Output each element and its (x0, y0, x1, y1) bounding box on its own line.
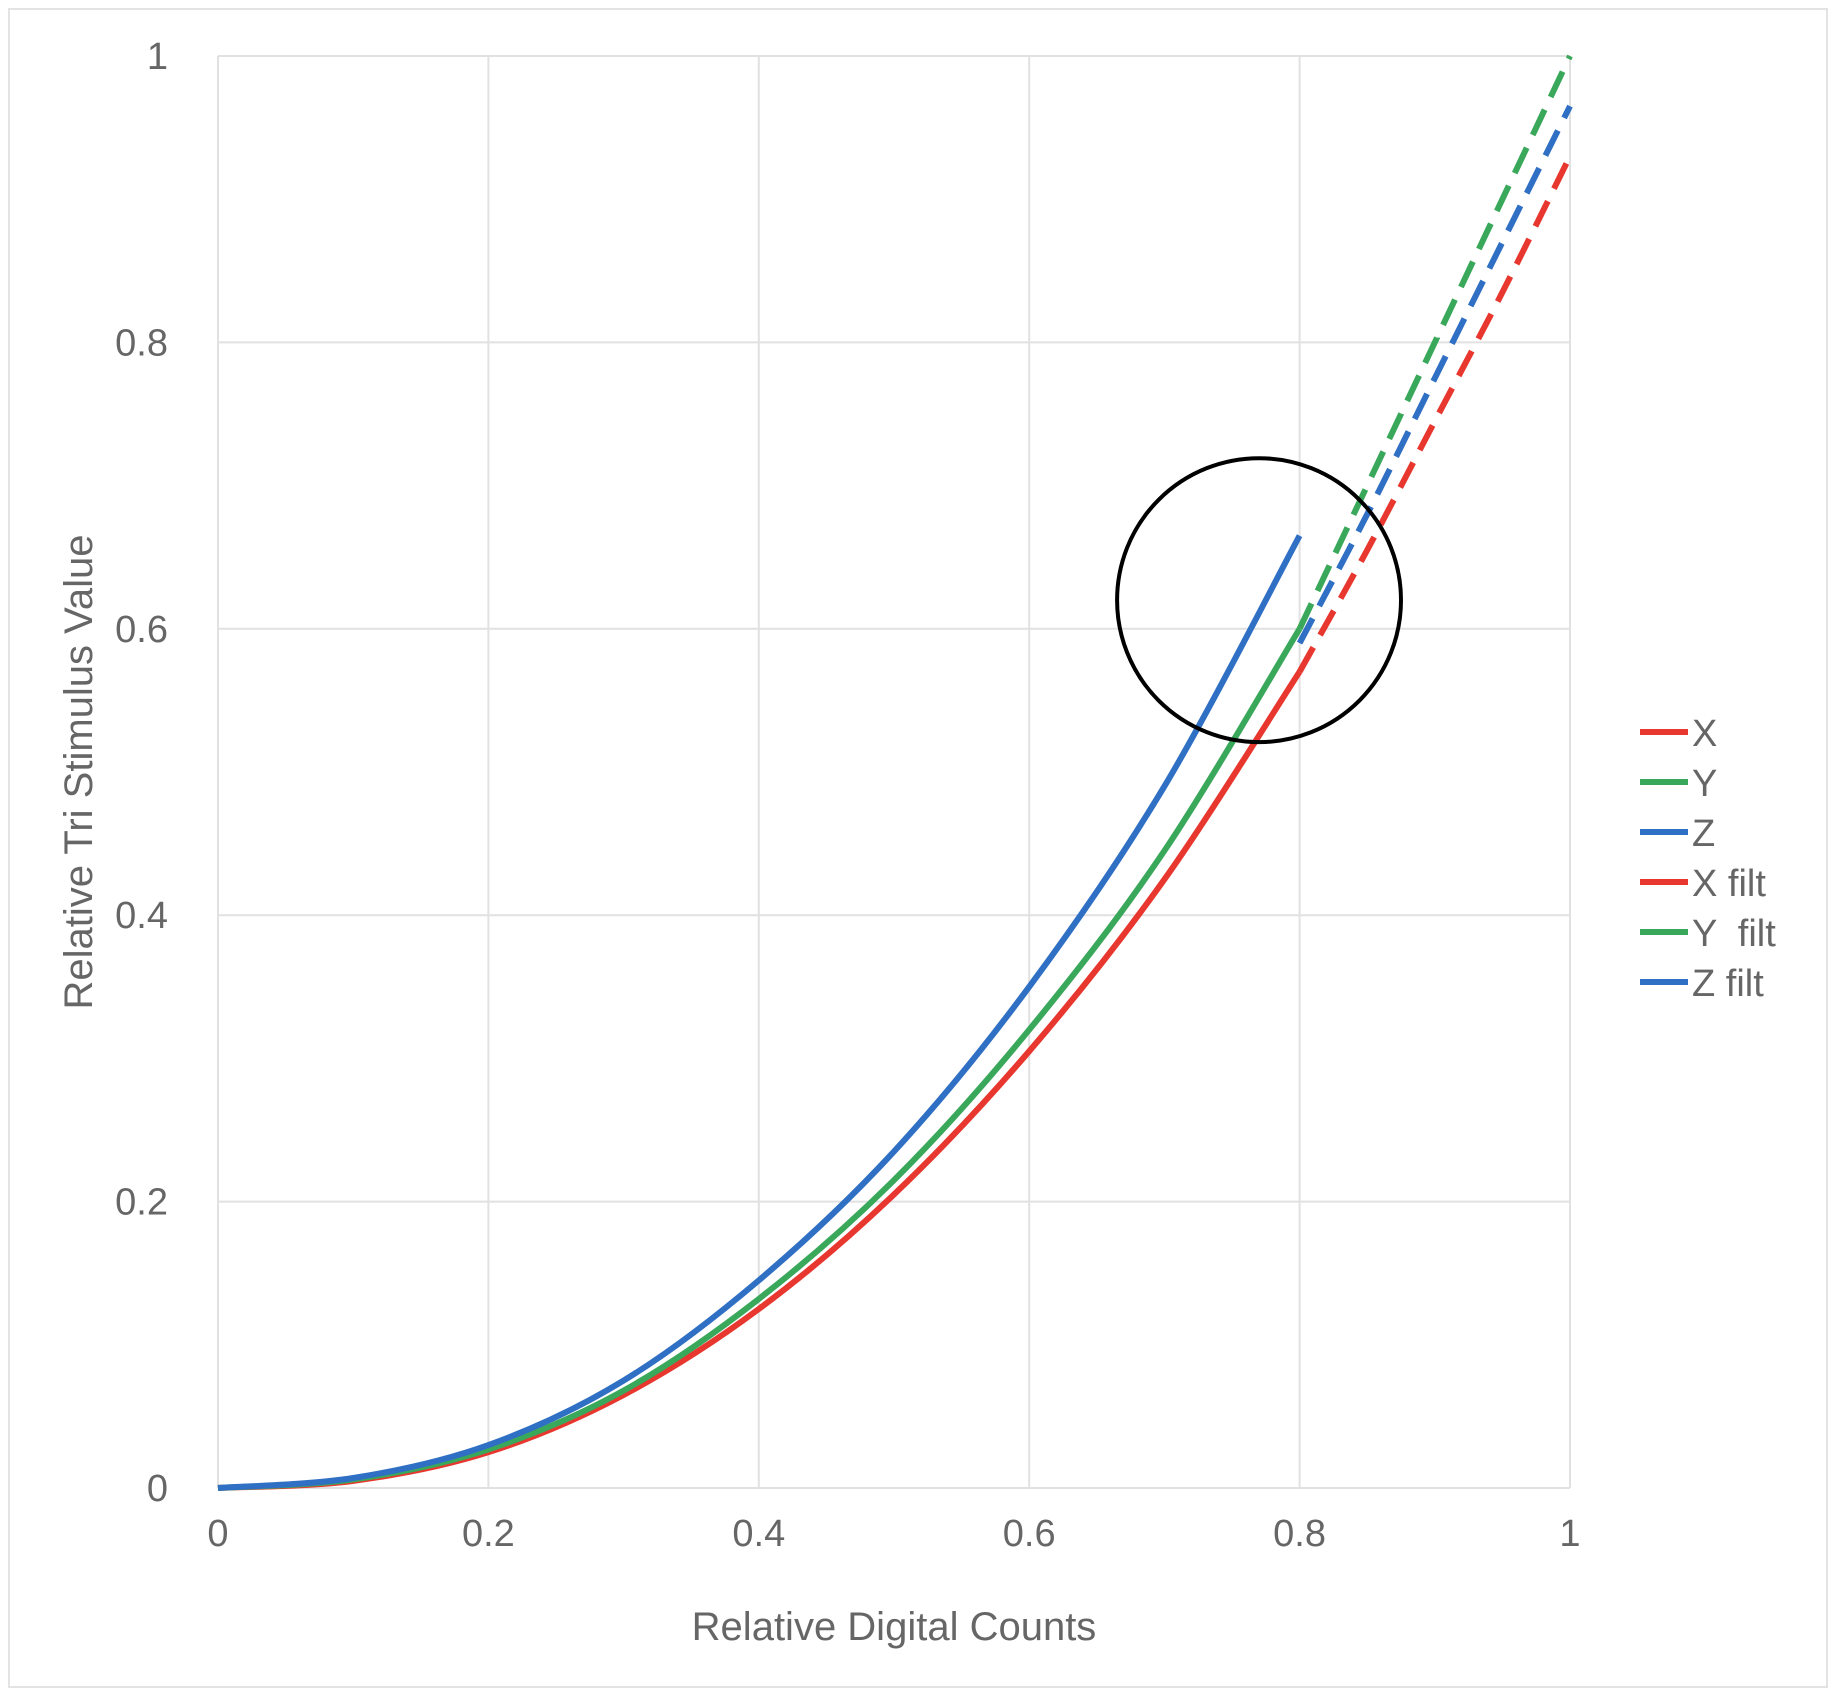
series-line-x-filt (1296, 154, 1573, 674)
grid (217, 55, 1571, 1489)
x-tick-label: 0.2 (462, 1513, 515, 1555)
series-line-z-filt (1296, 104, 1573, 645)
x-tick-label: 0 (207, 1513, 228, 1555)
chart-frame: 0 0.2 0.4 0.6 0.8 1 0 0.2 0.4 0.6 0.8 1 Relative Di… (8, 8, 1828, 1688)
highlight-circle (1115, 456, 1404, 745)
legend-label: Y (1692, 763, 1717, 805)
x-tick-label: 0.6 (1003, 1513, 1056, 1555)
legend-label: X filt (1692, 863, 1766, 905)
y-tick-label: 0.8 (115, 322, 168, 364)
y-tick-label: 1 (147, 36, 168, 78)
legend-label: Z filt (1692, 963, 1764, 1005)
x-tick-label: 0.8 (1273, 1513, 1326, 1555)
legend-label: Y filt (1692, 913, 1776, 955)
annotation-layer (1115, 456, 1404, 745)
legend: XYZ X filt Y filt Z filt (1640, 713, 1776, 1005)
chart: 0 0.2 0.4 0.6 0.8 1 0 0.2 0.4 0.6 0.8 1 Relative Di… (57, 36, 1776, 1649)
series-line-z (217, 534, 1303, 1491)
y-tick-label: 0 (147, 1468, 168, 1510)
legend-label: X (1692, 713, 1717, 755)
x-axis-title: Relative Digital Counts (692, 1605, 1097, 1649)
legend-label: Z (1692, 813, 1715, 855)
y-tick-label: 0.2 (115, 1182, 168, 1224)
y-tick-label: 0.4 (115, 895, 168, 937)
series-line-y-filt (1296, 54, 1573, 631)
series-layer (217, 54, 1573, 1491)
y-tick-label: 0.6 (115, 609, 168, 651)
y-axis-title: Relative Tri Stimulus Value (57, 535, 101, 1010)
x-tick-label: 1 (1559, 1513, 1580, 1555)
x-tick-label: 0.4 (732, 1513, 785, 1555)
axes: 0 0.2 0.4 0.6 0.8 1 0 0.2 0.4 0.6 0.8 1 (115, 36, 1580, 1555)
